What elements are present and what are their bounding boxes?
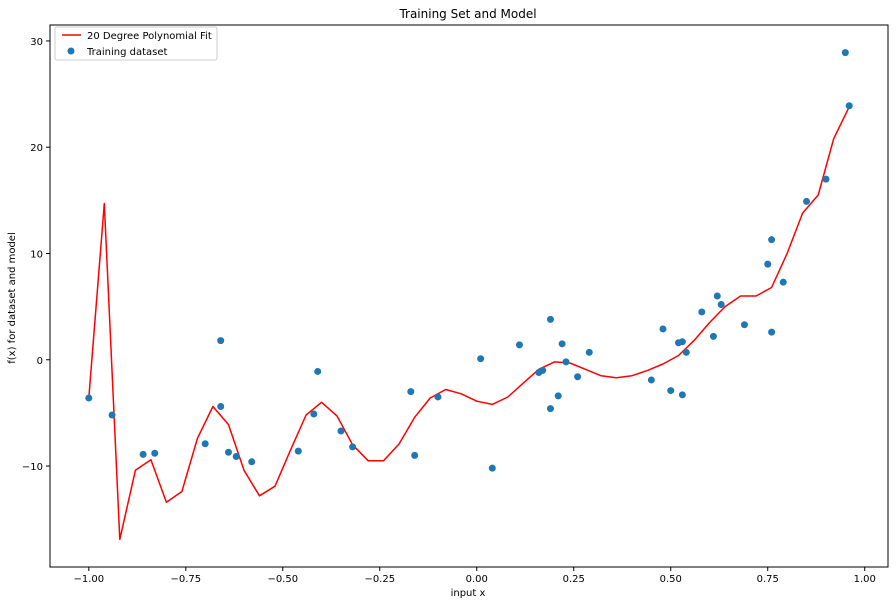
legend-training-label: Training dataset	[86, 47, 168, 58]
legend-training-marker	[67, 47, 75, 55]
y-tick-label: 30	[30, 37, 43, 48]
data-point	[698, 308, 706, 316]
legend: 20 Degree Polynomial Fit Training datase…	[54, 26, 218, 61]
data-point	[85, 394, 93, 402]
legend-fit-label: 20 Degree Polynomial Fit	[87, 31, 212, 42]
data-point	[803, 197, 811, 205]
data-point	[740, 321, 748, 329]
data-point	[539, 366, 547, 374]
x-tick-label: 0.00	[466, 574, 488, 585]
x-tick-label: 0.50	[660, 574, 682, 585]
data-point	[349, 443, 357, 451]
data-point	[515, 341, 523, 349]
data-point	[562, 358, 570, 366]
y-axis-label: f(x) for dataset and model	[7, 232, 18, 363]
data-point	[248, 458, 256, 466]
data-point	[108, 411, 116, 419]
data-point	[217, 337, 225, 345]
data-point	[678, 391, 686, 399]
x-tick-label: −0.75	[170, 574, 201, 585]
data-point	[310, 410, 318, 418]
data-point	[546, 405, 554, 413]
data-point	[201, 440, 209, 448]
y-tick-label: 10	[30, 249, 43, 260]
x-tick-label: 0.75	[757, 574, 779, 585]
data-point	[477, 355, 485, 363]
fit-line	[88, 106, 850, 541]
data-point	[713, 292, 721, 300]
data-point	[337, 427, 345, 435]
data-point	[224, 448, 232, 456]
x-tick-label: 1.00	[854, 574, 876, 585]
y-tick-label: 20	[30, 143, 43, 154]
data-point	[151, 449, 159, 457]
data-point	[407, 388, 415, 396]
data-point	[434, 393, 442, 401]
x-axis-label: input x	[451, 588, 486, 599]
data-point	[585, 348, 593, 356]
data-point	[678, 338, 686, 346]
x-tick-label: 0.25	[563, 574, 585, 585]
data-point	[841, 49, 849, 57]
legend-box	[54, 26, 218, 61]
data-point	[709, 332, 717, 340]
x-tick-label: −1.00	[73, 574, 104, 585]
data-point	[667, 387, 675, 395]
data-point	[139, 450, 147, 458]
plot-frame	[49, 24, 889, 568]
data-point	[647, 376, 655, 384]
data-point	[411, 451, 419, 459]
data-point	[682, 348, 690, 356]
data-point	[822, 175, 830, 183]
data-point	[768, 236, 776, 244]
data-point	[558, 340, 566, 348]
x-tick-label: −0.50	[267, 574, 298, 585]
axes: −1.00 −0.75 −0.50 −0.25 0.00 0.25 0.50 0.75 1.00…	[22, 24, 889, 585]
data-point	[717, 301, 725, 309]
data-point	[779, 278, 787, 286]
data-point	[768, 328, 776, 336]
data-point	[764, 260, 772, 268]
data-point	[554, 392, 562, 400]
data-point	[845, 102, 853, 110]
data-point	[217, 403, 225, 411]
fit-line-layer	[88, 106, 850, 541]
y-tick-label: 0	[37, 356, 43, 367]
chart-title: Training Set and Model	[398, 7, 536, 21]
data-point	[546, 315, 554, 323]
data-point	[314, 367, 322, 375]
y-tick-label: −10	[22, 462, 43, 473]
data-point	[232, 452, 240, 460]
data-point	[574, 373, 582, 381]
data-point	[659, 325, 667, 333]
data-points-layer	[85, 49, 853, 472]
x-tick-label: −0.25	[364, 574, 395, 585]
data-point	[488, 464, 496, 472]
data-point	[294, 447, 302, 455]
